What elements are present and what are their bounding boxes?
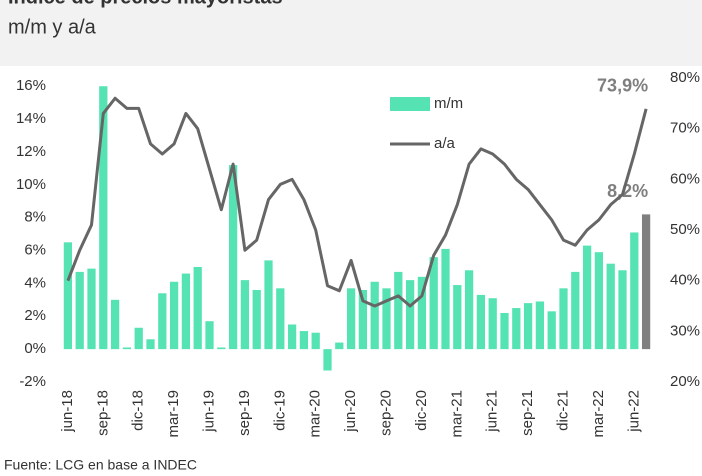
bar <box>122 347 132 350</box>
bar <box>299 331 309 350</box>
bar <box>441 248 450 350</box>
legend-label: m/m <box>434 95 463 112</box>
x-tick-label: mar-20 <box>307 390 324 438</box>
y2-tick-label: 50% <box>670 221 700 238</box>
bar <box>205 321 214 350</box>
bar <box>134 327 143 350</box>
bar <box>382 288 391 350</box>
bar <box>240 280 250 350</box>
bar <box>512 308 521 350</box>
bar <box>264 260 273 350</box>
bar <box>394 271 403 350</box>
y-tick-label: 6% <box>24 242 46 259</box>
bar <box>358 289 368 350</box>
bar <box>276 288 285 350</box>
bar <box>606 263 615 350</box>
y-tick-label: 12% <box>16 143 46 160</box>
y2-tick-label: 30% <box>670 322 700 339</box>
x-tick-label: mar-22 <box>590 390 607 438</box>
bar <box>63 242 73 350</box>
bar <box>193 266 202 350</box>
bar <box>75 271 84 350</box>
bar <box>417 276 427 350</box>
x-tick-label: dic-21 <box>554 390 571 431</box>
x-tick-label: jun-22 <box>625 390 642 433</box>
bar <box>370 281 379 350</box>
x-tick-label: sep-18 <box>94 390 111 436</box>
legend-label: a/a <box>434 135 456 152</box>
bar <box>335 342 344 350</box>
bar <box>110 299 120 350</box>
legend-swatch <box>390 97 430 111</box>
y2-tick-label: 60% <box>670 170 700 187</box>
x-tick-label: mar-21 <box>448 390 465 438</box>
bar <box>169 281 179 350</box>
bar <box>464 270 474 350</box>
bar <box>405 280 415 350</box>
y-tick-label: -2% <box>19 373 46 390</box>
header-band <box>0 0 702 66</box>
bar <box>181 273 191 350</box>
bar <box>641 214 651 350</box>
bar <box>488 298 497 350</box>
data-label: 8,2% <box>607 181 648 201</box>
x-tick-label: sep-20 <box>377 390 394 436</box>
y-tick-label: 4% <box>24 274 46 291</box>
line <box>66 96 648 308</box>
bar <box>146 339 155 350</box>
bar <box>618 270 627 350</box>
y-tick-label: 2% <box>24 307 46 324</box>
bar <box>252 289 261 350</box>
x-tick-label: sep-19 <box>236 390 253 436</box>
bar <box>311 332 320 350</box>
y2-tick-label: 70% <box>670 120 700 137</box>
x-tick-label: jun-19 <box>200 390 217 433</box>
x-tick-label: sep-21 <box>519 390 536 436</box>
y-tick-label: 8% <box>24 209 46 226</box>
x-tick-label: jun-21 <box>484 390 501 433</box>
bar <box>582 245 592 350</box>
bar <box>535 301 545 350</box>
bar <box>228 165 238 350</box>
chart-subtitle: m/m y a/a <box>8 16 97 38</box>
x-tick-label: dic-18 <box>130 390 147 431</box>
bar <box>287 324 297 350</box>
x-tick-label: jun-20 <box>342 390 359 433</box>
bar <box>630 232 639 350</box>
y2-tick-label: 20% <box>670 373 700 390</box>
bar <box>158 293 167 350</box>
data-label: 73,9% <box>597 76 648 96</box>
x-tick-label: jun-18 <box>59 390 76 433</box>
bar <box>323 349 332 371</box>
bar <box>87 268 96 350</box>
bar <box>453 285 462 350</box>
y2-tick-label: 80% <box>670 69 700 86</box>
chart-title: Índice de precios mayoristas <box>8 0 283 8</box>
bar <box>346 288 356 350</box>
x-tick-label: mar-19 <box>165 390 182 438</box>
bar <box>594 252 604 350</box>
source: Fuente: LCG en base a INDEC <box>4 457 197 471</box>
y-tick-label: 14% <box>16 110 46 127</box>
bar <box>547 311 556 350</box>
bar <box>217 347 226 350</box>
bar <box>559 288 568 350</box>
bar <box>99 86 108 350</box>
y2-tick-label: 40% <box>670 272 700 289</box>
y-tick-label: 16% <box>16 77 46 94</box>
bar <box>571 271 580 350</box>
x-tick-label: dic-20 <box>413 390 430 431</box>
y-tick-label: 0% <box>24 340 46 357</box>
bar <box>523 303 533 350</box>
bar <box>429 257 438 350</box>
y-tick-label: 10% <box>16 176 46 193</box>
bar <box>500 312 509 350</box>
x-tick-label: dic-19 <box>271 390 288 431</box>
bar <box>476 294 486 350</box>
